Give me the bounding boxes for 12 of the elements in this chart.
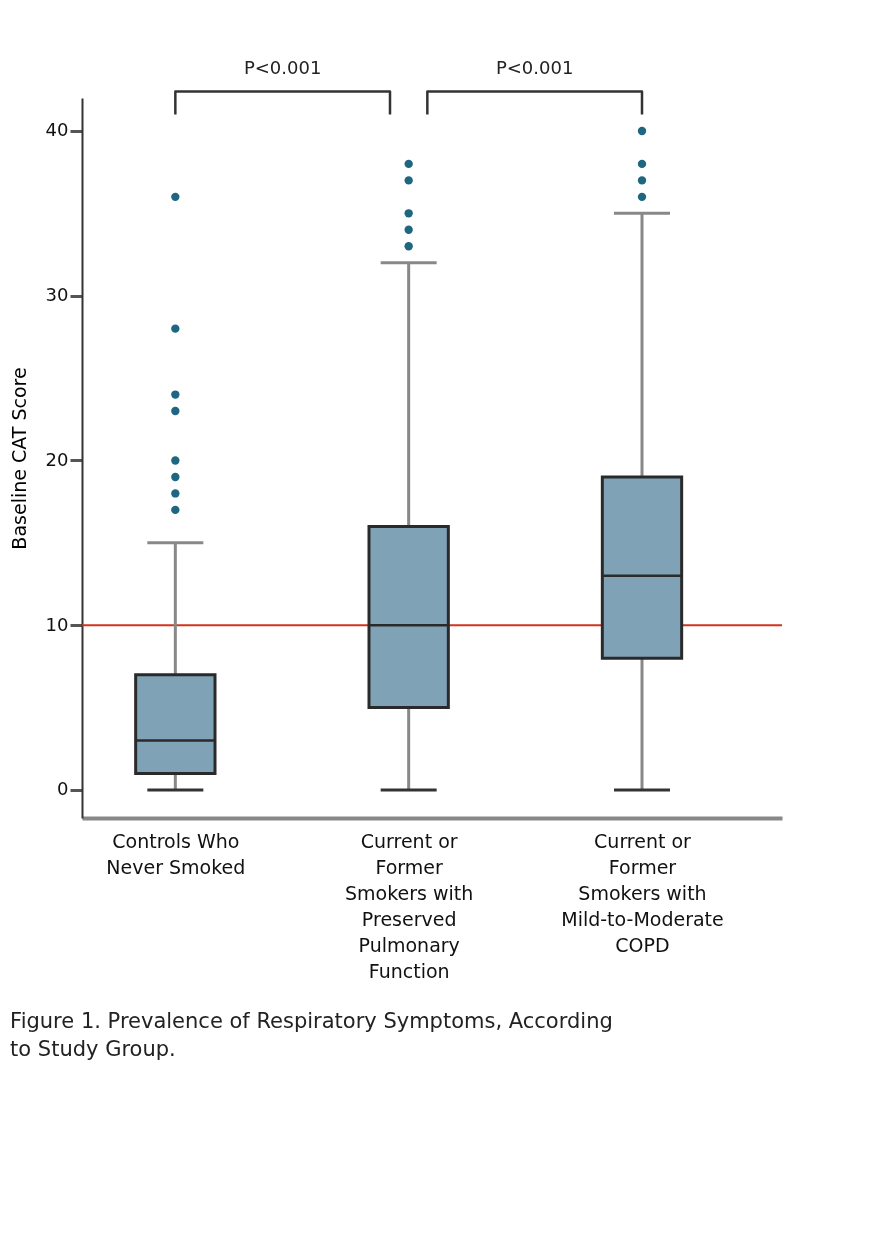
text: P<0.001	[243, 57, 322, 79]
y-tick-label: 30	[45, 284, 69, 306]
x-tick-label: Controls Who Never Smoked	[106, 829, 246, 878]
y-tick-label: 40	[45, 119, 69, 141]
y-axis-title: Baseline CAT Score	[7, 367, 30, 550]
text: P<0.001	[495, 57, 574, 79]
x-tick-label: Current or Former Smokers with Mild-to-Moderate COPD	[561, 829, 724, 956]
x-tick-label: Current or Former Smokers with Preserved Pulmonary Function	[345, 829, 474, 982]
y-tick-label: 20	[45, 448, 69, 470]
y-tick-label: 0	[57, 778, 69, 800]
text: Figure 1. Prevalence of Respiratory Symptoms, According to Study Group.	[10, 1009, 613, 1061]
y-tick-label: 10	[45, 613, 69, 635]
